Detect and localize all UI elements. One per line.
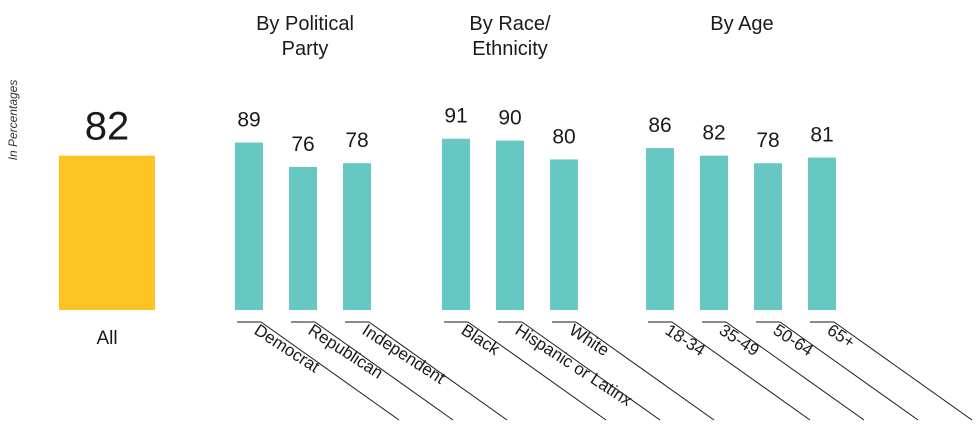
leader-diagonal-independent: [368, 321, 508, 421]
value-label-hispanic-or-latinx: 90: [498, 107, 521, 130]
value-label-white: 80: [552, 125, 575, 148]
value-label-50-64: 78: [756, 129, 779, 152]
leader-diagonal-35-49: [725, 321, 865, 421]
group-bars: By Political Party89Democrat76Republican7…: [235, 13, 973, 421]
value-label-republican: 76: [291, 133, 314, 156]
bar-hispanic-or-latinx: [496, 140, 524, 310]
bar-black: [442, 138, 470, 310]
group-title-by-age: By Age: [710, 13, 773, 35]
bar-35-49: [700, 155, 728, 310]
bar-white: [550, 159, 578, 310]
tick-label-all: All: [96, 328, 117, 349]
leader-diagonal-democrat: [260, 321, 400, 421]
value-label-35-49: 82: [702, 122, 725, 145]
y-axis-label: In Percentages: [6, 80, 20, 161]
bar-republican: [289, 166, 317, 310]
leader-diagonal-hispanic-or-latinx: [521, 321, 661, 421]
tick-label-65: 65+: [824, 320, 859, 352]
leader-diagonal-black: [467, 321, 607, 421]
bar-18-34: [646, 148, 674, 310]
bar-65: [808, 157, 836, 310]
tick-label-black: Black: [458, 320, 504, 359]
bar-independent: [343, 163, 371, 310]
tick-label-35-49: 35-49: [716, 320, 763, 360]
leader-diagonal-white: [575, 321, 715, 421]
value-label-democrat: 89: [237, 109, 260, 132]
leader-diagonal-18-34: [671, 321, 811, 421]
tick-label-50-64: 50-64: [770, 320, 817, 360]
overall-value-label: 82: [85, 105, 130, 149]
group-title-by-race-ethnicity: By Race/Ethnicity: [469, 13, 551, 60]
overall-group: 82 All: [59, 105, 155, 349]
tick-label-18-34: 18-34: [662, 320, 709, 360]
bar-50-64: [754, 163, 782, 310]
leader-diagonal-65: [833, 321, 973, 421]
value-label-black: 91: [444, 105, 467, 128]
value-label-18-34: 86: [648, 114, 671, 137]
group-by-age: By Age 86 18-34 82 35-49 78 50-64 81 65+: [646, 13, 973, 421]
group-title-by-political-party: By Political Party: [256, 13, 354, 60]
bar-all: [59, 155, 155, 310]
value-label-independent: 78: [345, 129, 368, 152]
bar-democrat: [235, 142, 263, 310]
leader-diagonal-republican: [314, 321, 454, 421]
leader-diagonal-50-64: [779, 321, 919, 421]
value-label-65: 81: [810, 124, 833, 147]
